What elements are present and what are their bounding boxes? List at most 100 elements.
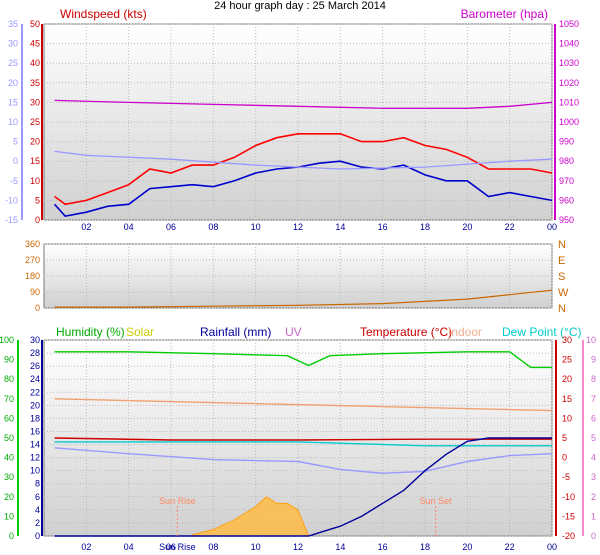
y-tick-barometer: 990 <box>559 137 574 147</box>
series-line <box>54 99 553 109</box>
y-tick-temperature: -15 <box>562 511 575 521</box>
y-tick-compass: E <box>558 255 565 267</box>
legend-temperature: Temperature (°C) <box>360 325 452 339</box>
y-tick-temperature: -5 <box>562 472 570 482</box>
series-line <box>54 289 553 308</box>
y-tick-rain: 20 <box>30 400 40 410</box>
y-tick-rain: 22 <box>30 387 40 397</box>
y-tick-temperature: 20 <box>562 374 572 384</box>
y-tick-windspeed: 5 <box>35 195 40 205</box>
series-line <box>54 437 552 537</box>
annotations: Sun Rise Sun Set Sun Rise <box>159 496 452 552</box>
y-tick-barometer: 1000 <box>559 117 579 127</box>
x-tick-label: 06 <box>166 542 176 552</box>
axis-ticks: 05101520253035404550-15-10-5051015202530… <box>0 19 596 552</box>
y-tick-temperature: 10 <box>562 413 572 423</box>
x-tick-label: 18 <box>420 222 430 232</box>
chart-title: 24 hour graph day : 25 March 2014 <box>214 0 386 12</box>
y-tick-rain: 12 <box>30 453 40 463</box>
y-tick-temp: 35 <box>8 19 18 29</box>
y-tick-rain: 8 <box>35 479 40 489</box>
y-tick-windspeed: 15 <box>30 156 40 166</box>
legend-indoor: Indoor <box>448 325 482 339</box>
y-tick-direction: 270 <box>25 255 40 265</box>
series-line <box>54 150 553 170</box>
x-tick-label: 02 <box>81 222 91 232</box>
series-line <box>54 351 552 369</box>
series-line <box>54 447 553 475</box>
y-tick-uv: 0 <box>591 531 596 541</box>
y-tick-barometer: 1010 <box>559 97 579 107</box>
y-tick-temp: -5 <box>10 176 18 186</box>
y-tick-direction: 180 <box>25 271 40 281</box>
y-tick-humidity: 40 <box>4 453 14 463</box>
y-tick-uv: 5 <box>591 433 596 443</box>
y-tick-humidity: 90 <box>4 355 14 365</box>
x-tick-label: 14 <box>335 542 345 552</box>
y-tick-rain: 4 <box>35 505 40 515</box>
y-tick-temperature: -20 <box>562 531 575 541</box>
barometer-axis-label: Barometer (hpa) <box>461 7 548 21</box>
y-tick-humidity: 30 <box>4 472 14 482</box>
y-tick-uv: 7 <box>591 394 596 404</box>
y-tick-rain: 26 <box>30 361 40 371</box>
y-tick-rain: 0 <box>35 531 40 541</box>
y-tick-humidity: 50 <box>4 433 14 443</box>
y-tick-humidity: 80 <box>4 374 14 384</box>
x-tick-label: 16 <box>378 222 388 232</box>
y-tick-direction: 360 <box>25 239 40 249</box>
legend-rainfall: Rainfall (mm) <box>200 325 271 339</box>
y-tick-windspeed: 25 <box>30 117 40 127</box>
y-tick-barometer: 1050 <box>559 19 579 29</box>
x-tick-label: 08 <box>208 542 218 552</box>
y-tick-uv: 10 <box>586 335 596 345</box>
series-line <box>54 133 553 206</box>
y-tick-windspeed: 50 <box>30 19 40 29</box>
solar-area <box>191 496 310 537</box>
y-tick-uv: 6 <box>591 413 596 423</box>
y-tick-temperature: -10 <box>562 492 575 502</box>
y-tick-rain: 30 <box>30 335 40 345</box>
y-tick-uv: 9 <box>591 355 596 365</box>
x-tick-label: 12 <box>293 222 303 232</box>
y-tick-temperature: 30 <box>562 335 572 345</box>
x-tick-label: 12 <box>293 542 303 552</box>
panel-temp-bg <box>43 339 553 537</box>
x-tick-label: 02 <box>81 542 91 552</box>
y-tick-rain: 28 <box>30 348 40 358</box>
series-line <box>54 437 552 441</box>
x-tick-label: 04 <box>124 222 134 232</box>
y-tick-humidity: 70 <box>4 394 14 404</box>
y-tick-rain: 24 <box>30 374 40 384</box>
y-tick-temp: 30 <box>8 39 18 49</box>
y-tick-temp: 20 <box>8 78 18 88</box>
y-tick-rain: 10 <box>30 466 40 476</box>
y-tick-temp: 25 <box>8 58 18 68</box>
x-tick-label: 14 <box>335 222 345 232</box>
series-line <box>54 398 553 412</box>
y-tick-barometer: 1030 <box>559 58 579 68</box>
y-tick-windspeed: 35 <box>30 78 40 88</box>
y-tick-windspeed: 30 <box>30 97 40 107</box>
y-tick-uv: 1 <box>591 511 596 521</box>
x-tick-label: 08 <box>208 222 218 232</box>
windspeed-axis-label: Windspeed (kts) <box>60 7 147 21</box>
legend-dewpoint: Dew Point (°C) <box>502 325 581 339</box>
sun-marker-label: Sun Rise <box>159 496 196 506</box>
x-tick-label: 18 <box>420 542 430 552</box>
y-tick-rain: 14 <box>30 440 40 450</box>
series-lines <box>54 99 553 537</box>
y-tick-humidity: 10 <box>4 511 14 521</box>
y-tick-rain: 6 <box>35 492 40 502</box>
y-tick-temperature: 5 <box>562 433 567 443</box>
x-tick-label: 10 <box>251 222 261 232</box>
y-tick-rain: 16 <box>30 426 40 436</box>
y-tick-uv: 8 <box>591 374 596 384</box>
y-tick-compass: N <box>558 303 566 315</box>
y-tick-windspeed: 45 <box>30 39 40 49</box>
legend-humidity: Humidity (%) <box>56 325 125 339</box>
y-tick-rain: 18 <box>30 413 40 423</box>
y-tick-barometer: 970 <box>559 176 574 186</box>
legend-solar: Solar <box>126 325 154 339</box>
